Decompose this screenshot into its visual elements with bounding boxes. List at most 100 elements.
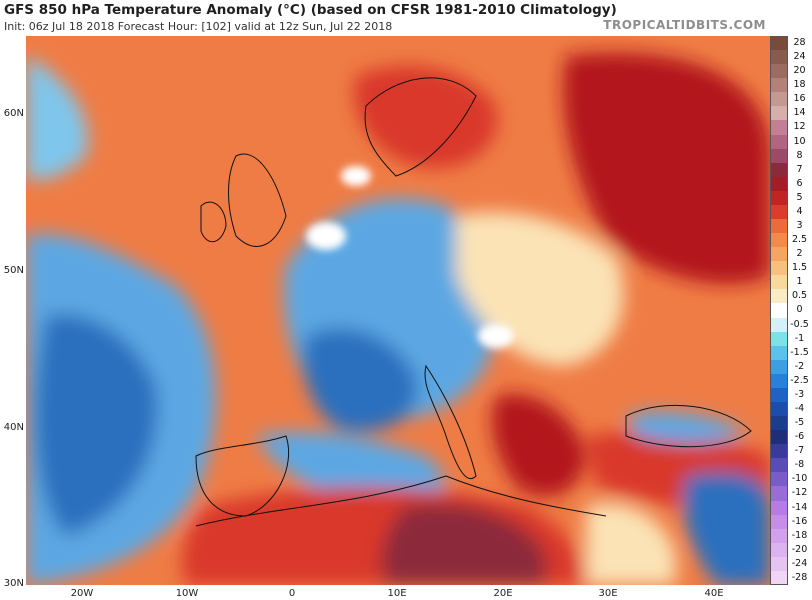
colorbar-frame bbox=[770, 36, 788, 585]
colorbar-label: -20 bbox=[791, 543, 808, 555]
colorbar-level: 18 bbox=[770, 78, 812, 93]
lon-label-20w: 20W bbox=[70, 588, 94, 599]
colorbar-level: 12 bbox=[770, 120, 812, 135]
colorbar-level: 2 bbox=[770, 247, 812, 262]
colorbar-label: -16 bbox=[791, 515, 808, 527]
colorbar-swatch bbox=[770, 387, 788, 402]
colorbar-label: 20 bbox=[793, 65, 806, 77]
colorbar-level: -8 bbox=[770, 458, 812, 473]
colorbar-swatch bbox=[770, 359, 788, 374]
colorbar-label: 8 bbox=[796, 149, 803, 161]
colorbar-swatch bbox=[770, 64, 788, 79]
lon-label-10e: 10E bbox=[387, 588, 407, 599]
colorbar-level: -4 bbox=[770, 402, 812, 417]
colorbar-label: -14 bbox=[791, 501, 808, 513]
coastline-scandinavia bbox=[364, 77, 477, 177]
colorbar-label: 0.5 bbox=[791, 290, 808, 302]
coastline-iberia bbox=[195, 435, 290, 517]
colorbar-swatch bbox=[770, 430, 788, 445]
colorbar-level: -16 bbox=[770, 514, 812, 529]
colorbar-level: -6 bbox=[770, 430, 812, 445]
colorbar-label: 18 bbox=[793, 79, 806, 91]
colorbar-label: -5 bbox=[794, 417, 805, 429]
colorbar-label: 12 bbox=[793, 121, 806, 133]
colorbar-label: 0 bbox=[796, 304, 803, 316]
lon-label-40e: 40E bbox=[704, 588, 724, 599]
colorbar-level: 0.5 bbox=[770, 289, 812, 304]
colorbar-label: 2 bbox=[796, 248, 803, 260]
lat-label-50n: 50N bbox=[3, 265, 24, 276]
colorbar-label: -10 bbox=[791, 473, 808, 485]
colorbar-level: 24 bbox=[770, 50, 812, 65]
black-sea-cool-region bbox=[626, 411, 746, 443]
colorbar-swatch bbox=[770, 542, 788, 557]
colorbar-swatch bbox=[770, 458, 788, 473]
colorbar-swatch bbox=[770, 190, 788, 205]
colorbar-swatch bbox=[770, 345, 788, 360]
eastern-europe-warm-region bbox=[563, 52, 770, 284]
colorbar-label: 1.5 bbox=[791, 262, 808, 274]
colorbar-level: -18 bbox=[770, 528, 812, 543]
colorbar-label: -18 bbox=[791, 529, 808, 541]
colorbar-swatch bbox=[770, 289, 788, 304]
france-cold-core bbox=[303, 328, 418, 432]
colorbar-swatch bbox=[770, 331, 788, 346]
colorbar-label: -24 bbox=[791, 557, 808, 569]
north-atlantic-cool-band bbox=[26, 56, 88, 180]
coastline-britain bbox=[228, 153, 287, 247]
colorbar-swatch bbox=[770, 486, 788, 501]
colorbar-swatch bbox=[770, 472, 788, 487]
lon-label-0: 0 bbox=[288, 588, 296, 599]
colorbar-level: 4 bbox=[770, 204, 812, 219]
colorbar-swatch bbox=[770, 92, 788, 107]
colorbar-swatch bbox=[770, 444, 788, 459]
colorbar-level: 2.5 bbox=[770, 233, 812, 248]
colorbar-level: 1.5 bbox=[770, 261, 812, 276]
colorbar-label: 28 bbox=[793, 37, 806, 48]
colorbar-label: -0.5 bbox=[790, 318, 809, 330]
colorbar-level: -0.5 bbox=[770, 317, 812, 332]
colorbar-swatch bbox=[770, 317, 788, 332]
colorbar-swatch bbox=[770, 556, 788, 571]
neutral-patch-channel bbox=[306, 222, 346, 250]
colorbar-swatch bbox=[770, 373, 788, 388]
colorbar-label: -4 bbox=[794, 403, 805, 414]
colorbar-label: 1 bbox=[796, 276, 803, 288]
colorbar-level: 10 bbox=[770, 134, 812, 149]
colorbar-level: 3 bbox=[770, 219, 812, 234]
coastline-ireland bbox=[200, 201, 227, 243]
colorbar-swatch bbox=[770, 204, 788, 219]
colorbar-level: 7 bbox=[770, 162, 812, 177]
lon-label-20e: 20E bbox=[493, 588, 513, 599]
colorbar-label: 2.5 bbox=[791, 234, 808, 246]
colorbar-level: 28 bbox=[770, 36, 812, 51]
map-subtitle: Init: 06z Jul 18 2018 Forecast Hour: [10… bbox=[4, 20, 393, 33]
colorbar-label: 7 bbox=[796, 163, 803, 175]
colorbar-label: -28 bbox=[791, 571, 808, 583]
colorbar-swatch bbox=[770, 303, 788, 318]
colorbar-swatch bbox=[770, 219, 788, 234]
anomaly-map bbox=[26, 36, 770, 585]
lon-label-10w: 10W bbox=[175, 588, 199, 599]
colorbar-label: -3 bbox=[794, 388, 805, 400]
colorbar-level: 1 bbox=[770, 275, 812, 290]
colorbar-label: -6 bbox=[794, 431, 805, 443]
colorbar-level: -10 bbox=[770, 472, 812, 487]
colorbar-label: 6 bbox=[796, 177, 803, 189]
colorbar-label: 24 bbox=[793, 51, 806, 63]
colorbar-swatch bbox=[770, 78, 788, 93]
colorbar-label: -12 bbox=[791, 487, 808, 499]
libya-hot-core bbox=[382, 503, 546, 585]
colorbar-swatch bbox=[770, 134, 788, 149]
colorbar-label: 14 bbox=[793, 107, 806, 119]
mediterranean-cool-region bbox=[256, 432, 444, 506]
colorbar-swatch bbox=[770, 247, 788, 262]
colorbar-swatch bbox=[770, 570, 788, 585]
colorbar-swatch bbox=[770, 148, 788, 163]
colorbar-label: 10 bbox=[793, 135, 806, 147]
colorbar-level: -2.5 bbox=[770, 373, 812, 388]
colorbar-label: -1 bbox=[794, 332, 805, 344]
colorbar-level: -7 bbox=[770, 444, 812, 459]
colorbar-label: -1.5 bbox=[790, 346, 809, 358]
colorbar-level: -2 bbox=[770, 359, 812, 374]
